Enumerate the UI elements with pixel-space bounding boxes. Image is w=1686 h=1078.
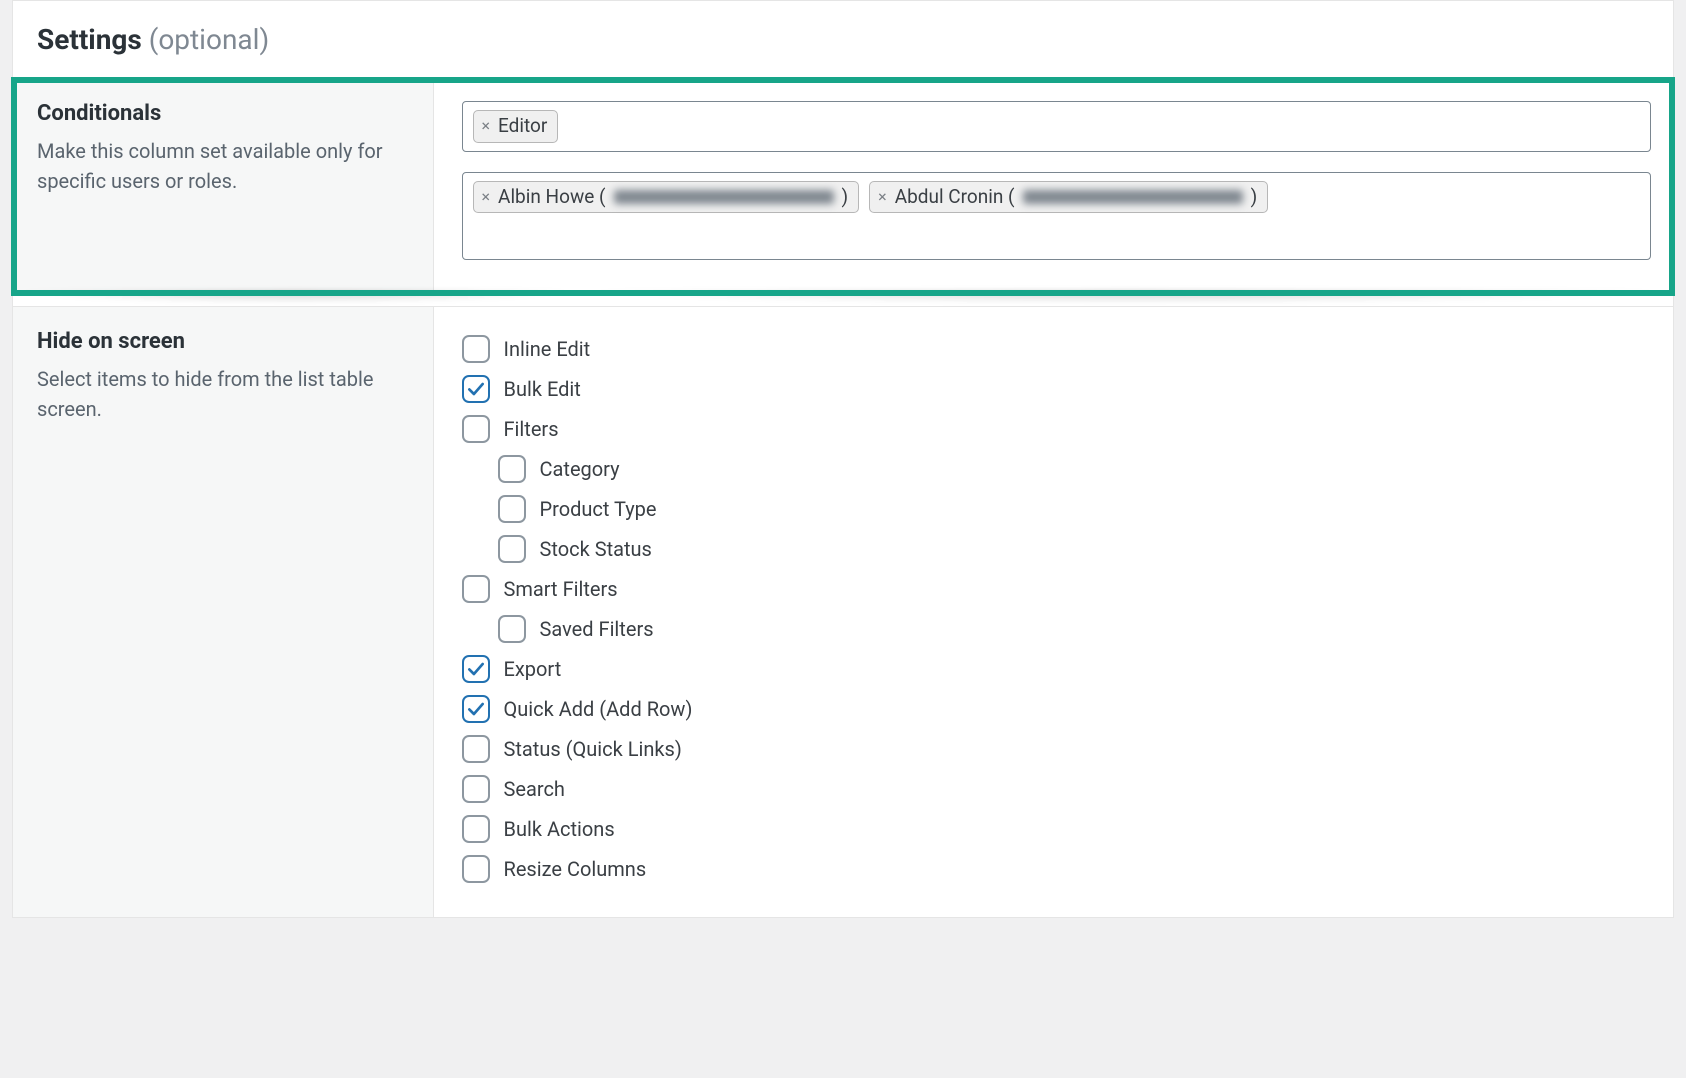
hide-item: Stock Status: [462, 529, 1652, 569]
conditionals-right: ×Editor ×Albin Howe ()×Abdul Cronin (): [433, 79, 1673, 294]
hide-item: Bulk Actions: [462, 809, 1652, 849]
checkbox[interactable]: [462, 375, 490, 403]
hide-item-label: Smart Filters: [504, 577, 618, 601]
checkbox[interactable]: [462, 735, 490, 763]
checkbox[interactable]: [462, 695, 490, 723]
hide-item-label: Export: [504, 657, 562, 681]
user-chip-suffix: ): [1251, 185, 1258, 210]
checkbox[interactable]: [462, 775, 490, 803]
user-chip-prefix: Abdul Cronin (: [895, 185, 1015, 210]
hide-item: Category: [462, 449, 1652, 489]
hide-item-label: Filters: [504, 417, 559, 441]
conditionals-row-highlight: Conditionals Make this column set availa…: [13, 79, 1673, 294]
hide-item-label: Bulk Actions: [504, 817, 615, 841]
conditionals-desc: Make this column set available only for …: [37, 136, 411, 196]
remove-chip-icon[interactable]: ×: [480, 187, 493, 208]
hide-item: Search: [462, 769, 1652, 809]
panel-title-suffix: (optional): [149, 23, 269, 56]
highlight-shadow: [577, 290, 1673, 304]
role-chip: ×Editor: [473, 110, 559, 143]
hide-item-label: Resize Columns: [504, 857, 647, 881]
user-chip: × Abdul Cronin (): [869, 181, 1268, 214]
hide-item: Quick Add (Add Row): [462, 689, 1652, 729]
checkbox[interactable]: [462, 335, 490, 363]
user-chip-prefix: Albin Howe (: [498, 185, 605, 210]
highlight-shadow: [13, 290, 577, 304]
obscured-email: [1023, 190, 1243, 204]
panel-title: Settings: [37, 23, 142, 56]
checkbox[interactable]: [498, 495, 526, 523]
hide-item: Smart Filters: [462, 569, 1652, 609]
hide-item: Filters: [462, 409, 1652, 449]
hide-item-label: Category: [540, 457, 620, 481]
hide-title: Hide on screen: [37, 329, 411, 354]
remove-chip-icon[interactable]: ×: [876, 187, 889, 208]
user-chip-suffix: ): [842, 185, 849, 210]
checkbox[interactable]: [498, 535, 526, 563]
panel-header: Settings (optional): [13, 1, 1673, 79]
hide-item-label: Saved Filters: [540, 617, 654, 641]
hide-desc: Select items to hide from the list table…: [37, 364, 411, 424]
role-chip-label: Editor: [498, 114, 547, 139]
checkbox[interactable]: [462, 815, 490, 843]
settings-panel: Settings (optional) Conditionals Make th…: [12, 0, 1674, 918]
hide-item-label: Stock Status: [540, 537, 652, 561]
conditionals-title: Conditionals: [37, 101, 411, 126]
checkbox[interactable]: [498, 615, 526, 643]
hide-item: Export: [462, 649, 1652, 689]
checkbox[interactable]: [462, 415, 490, 443]
conditionals-left: Conditionals Make this column set availa…: [13, 79, 433, 294]
hide-item: Bulk Edit: [462, 369, 1652, 409]
hide-right: Inline Edit Bulk Edit Filters Category Produ…: [433, 306, 1673, 917]
hide-item: Inline Edit: [462, 329, 1652, 369]
hide-item-label: Inline Edit: [504, 337, 591, 361]
hide-item-label: Search: [504, 777, 565, 801]
user-chip: ×Albin Howe (): [473, 181, 860, 214]
hide-item: Saved Filters: [462, 609, 1652, 649]
hide-checkbox-list: Inline Edit Bulk Edit Filters Category Produ…: [462, 329, 1652, 889]
hide-item-label: Quick Add (Add Row): [504, 697, 693, 721]
checkbox[interactable]: [462, 655, 490, 683]
hide-item: Resize Columns: [462, 849, 1652, 889]
checkbox[interactable]: [498, 455, 526, 483]
hide-left: Hide on screen Select items to hide from…: [13, 306, 433, 917]
remove-chip-icon[interactable]: ×: [480, 116, 493, 137]
hide-item-label: Product Type: [540, 497, 657, 521]
hide-item: Product Type: [462, 489, 1652, 529]
hide-item: Status (Quick Links): [462, 729, 1652, 769]
checkbox[interactable]: [462, 855, 490, 883]
roles-tag-field[interactable]: ×Editor: [462, 101, 1652, 152]
obscured-email: [614, 190, 834, 204]
users-tag-field[interactable]: ×Albin Howe ()×Abdul Cronin (): [462, 172, 1652, 260]
hide-item-label: Bulk Edit: [504, 377, 581, 401]
hide-item-label: Status (Quick Links): [504, 737, 682, 761]
checkbox[interactable]: [462, 575, 490, 603]
